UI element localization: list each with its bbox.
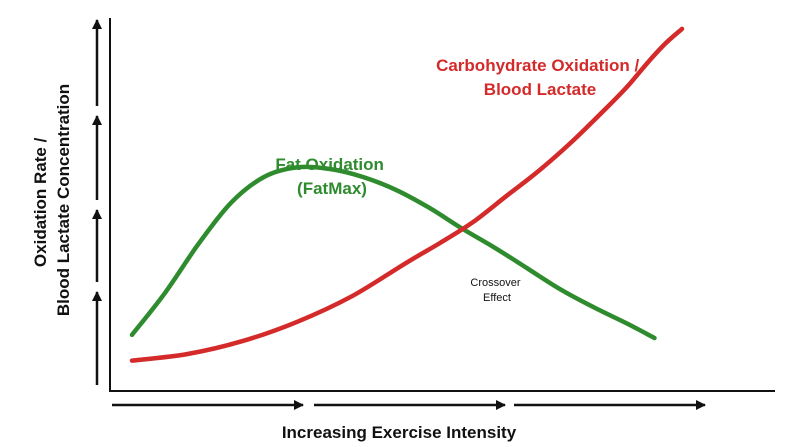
series-label-line: Fat Oxidation	[275, 155, 384, 174]
annotation-line: Effect	[483, 292, 511, 304]
series-label-fat-oxidation: Fat Oxidation (FatMax)	[275, 155, 388, 198]
annotation-crossover-effect: Crossover Effect	[470, 277, 523, 304]
y-axis-title: Oxidation Rate / Blood Lactate Concentra…	[31, 84, 73, 316]
series-label-line: (FatMax)	[297, 179, 367, 198]
y-axis-title-line: Oxidation Rate /	[31, 137, 50, 267]
series-label-carbohydrate-oxidation: Carbohydrate Oxidation / Blood Lactate	[436, 56, 644, 99]
series-line-fat-oxidation	[129, 164, 657, 341]
y-axis-title-line: Blood Lactate Concentration	[54, 84, 73, 316]
annotation-line: Crossover	[470, 277, 520, 289]
series-label-line: Carbohydrate Oxidation /	[436, 56, 639, 75]
series-label-line: Blood Lactate	[484, 80, 596, 99]
x-axis-title: Increasing Exercise Intensity	[282, 423, 517, 442]
series-line-carbohydrate-oxidation	[129, 26, 685, 363]
